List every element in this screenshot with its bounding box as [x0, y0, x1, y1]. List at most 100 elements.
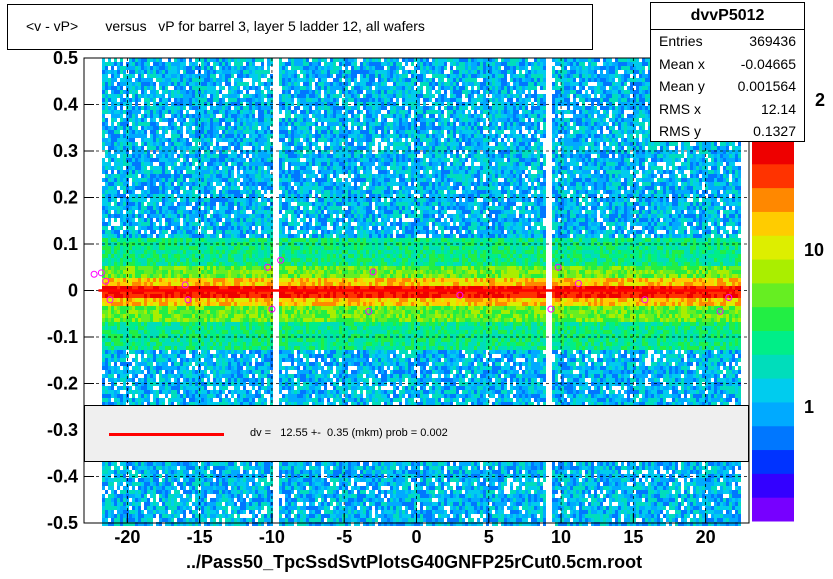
heat-cell: [204, 330, 207, 334]
heat-cell: [219, 118, 222, 122]
heat-cell: [228, 106, 231, 110]
heat-cell: [207, 502, 210, 506]
heat-cell: [240, 118, 243, 122]
heat-cell: [177, 366, 180, 370]
heat-cell: [132, 322, 135, 326]
heat-cell: [213, 302, 216, 306]
heat-cell: [129, 70, 132, 74]
heat-cell: [216, 58, 219, 62]
heat-cell: [219, 210, 222, 214]
heat-cell: [111, 390, 114, 394]
heat-cell: [174, 190, 177, 194]
heat-cell: [186, 310, 189, 314]
heat-cell: [135, 270, 138, 274]
heat-cell: [144, 178, 147, 182]
heat-cell: [114, 94, 117, 98]
heat-cell: [114, 198, 117, 202]
heat-cell: [153, 470, 156, 474]
heat-cell: [240, 158, 243, 162]
heat-cell: [207, 142, 210, 146]
heat-cell: [207, 298, 210, 302]
heat-cell: [219, 486, 222, 490]
heat-cell: [204, 214, 207, 218]
heat-cell: [120, 110, 123, 114]
heat-cell: [186, 234, 189, 238]
heat-cell: [174, 478, 177, 482]
heat-cell: [210, 482, 213, 486]
heat-cell: [150, 110, 153, 114]
heat-cell: [138, 342, 141, 346]
heat-cell: [162, 262, 165, 266]
heat-cell: [141, 170, 144, 174]
heat-cell: [180, 354, 183, 358]
heat-cell: [123, 126, 126, 130]
heat-cell: [216, 278, 219, 282]
heat-cell: [111, 470, 114, 474]
heat-cell: [201, 174, 204, 178]
heat-cell: [195, 234, 198, 238]
heat-cell: [129, 490, 132, 494]
heat-cell: [147, 514, 150, 518]
heat-cell: [231, 118, 234, 122]
heat-cell: [186, 370, 189, 374]
heat-cell: [174, 390, 177, 394]
heat-cell: [111, 102, 114, 106]
heat-cell: [237, 118, 240, 122]
heat-cell: [225, 82, 228, 86]
heat-cell: [147, 162, 150, 166]
heat-cell: [210, 186, 213, 190]
heat-cell: [240, 262, 243, 266]
heat-cell: [237, 122, 240, 126]
heat-cell: [159, 282, 162, 286]
heat-cell: [144, 382, 147, 386]
heat-cell: [132, 294, 135, 298]
heat-cell: [168, 390, 171, 394]
heat-cell: [234, 86, 237, 90]
heat-cell: [162, 330, 165, 334]
heat-cell: [153, 302, 156, 306]
heat-cell: [111, 154, 114, 158]
heat-cell: [177, 282, 180, 286]
heat-cell: [156, 382, 159, 386]
heat-cell: [201, 486, 204, 490]
heat-cell: [159, 378, 162, 382]
heat-cell: [165, 334, 168, 338]
heat-cell: [171, 118, 174, 122]
heat-cell: [180, 394, 183, 398]
heat-cell: [165, 82, 168, 86]
heat-cell: [222, 510, 225, 514]
heat-cell: [114, 274, 117, 278]
heat-cell: [225, 122, 228, 126]
heat-cell: [228, 362, 231, 366]
heat-cell: [150, 210, 153, 214]
heat-cell: [183, 486, 186, 490]
heat-cell: [192, 302, 195, 306]
heat-cell: [114, 126, 117, 130]
heat-cell: [111, 462, 114, 466]
heat-cell: [228, 138, 231, 142]
heat-cell: [111, 358, 114, 362]
heat-cell: [132, 118, 135, 122]
heat-cell: [228, 62, 231, 66]
heat-cell: [213, 230, 216, 234]
heat-cell: [183, 74, 186, 78]
heat-cell: [135, 86, 138, 90]
heat-cell: [216, 82, 219, 86]
heat-cell: [147, 102, 150, 106]
heat-cell: [225, 230, 228, 234]
heat-cell: [162, 514, 165, 518]
heat-cell: [225, 342, 228, 346]
heat-cell: [222, 70, 225, 74]
heat-cell: [177, 266, 180, 270]
heat-cell: [141, 390, 144, 394]
heat-cell: [234, 98, 237, 102]
heat-cell: [147, 210, 150, 214]
heat-cell: [153, 334, 156, 338]
heat-cell: [210, 94, 213, 98]
heat-cell: [222, 490, 225, 494]
heat-cell: [204, 314, 207, 318]
heat-cell: [132, 158, 135, 162]
heat-cell: [171, 246, 174, 250]
heat-cell: [228, 326, 231, 330]
heat-cell: [237, 98, 240, 102]
